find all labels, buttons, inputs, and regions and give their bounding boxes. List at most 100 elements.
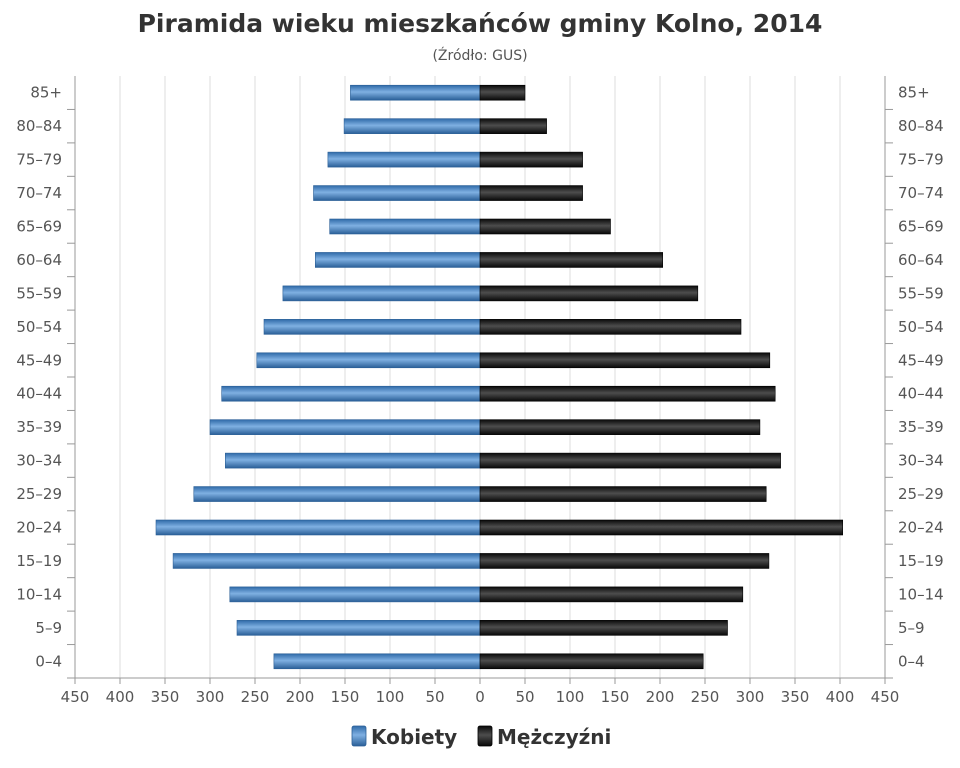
category-label-right: 40–44 bbox=[898, 385, 944, 403]
category-label-left: 55–59 bbox=[16, 284, 62, 302]
grid-lines bbox=[74, 76, 886, 678]
x-tick-label: 100 bbox=[556, 688, 585, 706]
category-label-left: 0–4 bbox=[35, 652, 62, 670]
legend-label: Kobiety bbox=[371, 725, 457, 749]
category-label-left: 45–49 bbox=[16, 351, 62, 369]
category-label-left: 30–34 bbox=[16, 452, 62, 470]
chart-subtitle: (Źródło: GUS) bbox=[432, 46, 527, 64]
category-label-left: 20–24 bbox=[16, 519, 62, 537]
category-label-left: 25–29 bbox=[16, 485, 62, 503]
bar-mezczyzni bbox=[479, 385, 776, 402]
bar-kobiety bbox=[256, 352, 481, 369]
x-tick-label: 250 bbox=[241, 688, 270, 706]
x-tick-label: 50 bbox=[425, 688, 444, 706]
category-label-left: 35–39 bbox=[16, 418, 62, 436]
bar-kobiety bbox=[329, 218, 481, 235]
bar-mezczyzni bbox=[479, 419, 761, 435]
category-label-right: 0–4 bbox=[898, 652, 925, 670]
bar-kobiety bbox=[193, 486, 481, 502]
bar-kobiety bbox=[282, 285, 481, 302]
x-tick-label: 100 bbox=[376, 688, 405, 706]
category-label-left: 50–54 bbox=[16, 318, 62, 336]
category-label-left: 60–64 bbox=[16, 251, 62, 269]
category-label-right: 30–34 bbox=[898, 452, 944, 470]
x-tick-label: 150 bbox=[601, 688, 630, 706]
category-label-left: 15–19 bbox=[16, 552, 62, 570]
bar-kobiety bbox=[209, 419, 481, 435]
x-tick-label: 400 bbox=[106, 688, 135, 706]
bar-mezczyzni bbox=[479, 553, 770, 569]
x-tick-label: 300 bbox=[196, 688, 225, 706]
legend: Kobiety Mężczyźni bbox=[351, 725, 611, 749]
bar-mezczyzni bbox=[479, 252, 663, 268]
x-tick-label: 350 bbox=[151, 688, 180, 706]
x-tick-label: 450 bbox=[871, 688, 900, 706]
x-tick-label: 350 bbox=[781, 688, 810, 706]
bar-mezczyzni bbox=[479, 586, 744, 603]
bar-mezczyzni bbox=[479, 319, 742, 335]
x-tick-label: 250 bbox=[691, 688, 720, 706]
category-label-right: 65–69 bbox=[898, 218, 944, 236]
bar-kobiety bbox=[313, 185, 481, 201]
bar-mezczyzni bbox=[479, 620, 728, 636]
bar-mezczyzni bbox=[479, 486, 767, 502]
category-label-left: 70–74 bbox=[16, 184, 62, 202]
category-label-right: 55–59 bbox=[898, 284, 944, 302]
legend-label: Mężczyźni bbox=[497, 725, 611, 749]
bar-kobiety bbox=[343, 118, 481, 134]
category-label-right: 85+ bbox=[898, 84, 930, 102]
category-label-left: 5–9 bbox=[35, 619, 62, 637]
bar-kobiety bbox=[350, 84, 481, 101]
bar-kobiety bbox=[327, 151, 481, 168]
category-label-right: 75–79 bbox=[898, 151, 944, 169]
bar-kobiety bbox=[225, 452, 481, 469]
bar-mezczyzni bbox=[479, 218, 611, 235]
category-label-right: 70–74 bbox=[898, 184, 944, 202]
bar-mezczyzni bbox=[479, 151, 583, 168]
bar-mezczyzni bbox=[479, 452, 781, 469]
bar-kobiety bbox=[155, 519, 481, 536]
bar-kobiety bbox=[273, 653, 481, 670]
legend-swatch bbox=[477, 725, 493, 747]
category-label-right: 20–24 bbox=[898, 519, 944, 537]
x-tick-label: 150 bbox=[331, 688, 360, 706]
bars bbox=[155, 84, 844, 670]
bar-mezczyzni bbox=[479, 84, 526, 101]
category-label-left: 80–84 bbox=[16, 117, 62, 135]
category-label-left: 40–44 bbox=[16, 385, 62, 403]
category-label-left: 75–79 bbox=[16, 151, 62, 169]
category-label-right: 35–39 bbox=[898, 418, 944, 436]
x-tick-label: 0 bbox=[475, 688, 485, 706]
category-label-right: 5–9 bbox=[898, 619, 925, 637]
bar-kobiety bbox=[221, 385, 481, 402]
category-label-right: 45–49 bbox=[898, 351, 944, 369]
legend-swatch bbox=[351, 725, 367, 747]
x-tick-label: 450 bbox=[61, 688, 90, 706]
category-label-right: 80–84 bbox=[898, 117, 944, 135]
chart-title: Piramida wieku mieszkańców gminy Kolno, … bbox=[138, 9, 823, 38]
x-tick-label: 400 bbox=[826, 688, 855, 706]
x-tick-label: 50 bbox=[515, 688, 534, 706]
bar-mezczyzni bbox=[479, 653, 704, 670]
bar-kobiety bbox=[172, 553, 481, 569]
bar-kobiety bbox=[263, 319, 481, 335]
category-label-left: 85+ bbox=[30, 84, 62, 102]
category-label-right: 60–64 bbox=[898, 251, 944, 269]
category-label-left: 10–14 bbox=[16, 585, 62, 603]
bar-kobiety bbox=[314, 252, 481, 268]
x-tick-label: 200 bbox=[286, 688, 315, 706]
category-label-left: 65–69 bbox=[16, 218, 62, 236]
category-label-right: 10–14 bbox=[898, 585, 944, 603]
bar-mezczyzni bbox=[479, 519, 844, 536]
x-tick-label: 200 bbox=[646, 688, 675, 706]
bar-kobiety bbox=[229, 586, 481, 603]
bar-mezczyzni bbox=[479, 185, 583, 201]
bar-mezczyzni bbox=[479, 118, 547, 134]
category-label-right: 50–54 bbox=[898, 318, 944, 336]
bar-mezczyzni bbox=[479, 352, 771, 369]
bar-mezczyzni bbox=[479, 285, 699, 302]
category-label-right: 25–29 bbox=[898, 485, 944, 503]
bar-kobiety bbox=[236, 620, 481, 636]
axes: 450 400 350 300 250 200 150 100 50 0 50 100 150 200 25… bbox=[16, 76, 944, 706]
